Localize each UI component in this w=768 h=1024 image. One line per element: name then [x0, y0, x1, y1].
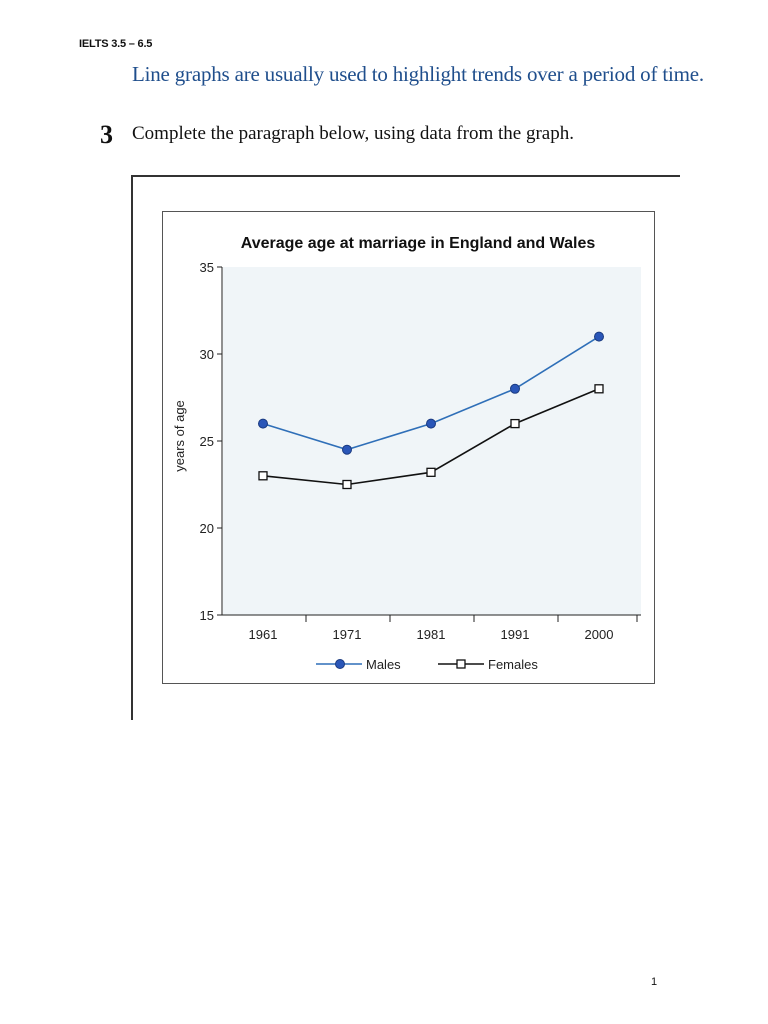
- data-point-males: [258, 418, 268, 429]
- data-point-males: [426, 418, 436, 429]
- x-tick-label: 1961: [249, 627, 278, 642]
- y-tick-label: 30: [200, 347, 214, 362]
- legend-label-females: Females: [488, 657, 538, 672]
- question-text: Complete the paragraph below, using data…: [132, 123, 574, 144]
- data-point-females: [258, 471, 268, 481]
- page-header: IELTS 3.5 – 6.5: [79, 38, 153, 50]
- y-tick-label: 20: [200, 521, 214, 536]
- plot-background: [223, 267, 641, 615]
- question-number: 3: [100, 120, 113, 149]
- y-tick-label: 25: [200, 434, 214, 449]
- data-point-females: [342, 479, 352, 490]
- data-point-females: [426, 467, 436, 477]
- data-point-males: [510, 383, 520, 394]
- data-point-males: [594, 331, 604, 342]
- frame-left-rule: [131, 175, 133, 720]
- frame-top-rule: [131, 175, 680, 177]
- x-tick-label: 1971: [333, 627, 362, 642]
- y-tick-label: 35: [200, 260, 214, 275]
- legend-marker-males: [335, 659, 345, 669]
- data-point-females: [594, 384, 604, 394]
- y-tick-label: 15: [200, 608, 214, 623]
- x-tick-label: 1981: [417, 627, 446, 642]
- intro-text: Line graphs are usually used to highligh…: [132, 62, 704, 86]
- data-point-males: [342, 444, 352, 455]
- x-tick-label: 2000: [585, 627, 614, 642]
- x-tick-label: 1991: [501, 627, 530, 642]
- page-number: 1: [651, 976, 658, 988]
- y-axis-label: years of age: [172, 400, 187, 472]
- data-point-females: [510, 418, 520, 429]
- chart-title: Average age at marriage in England and W…: [241, 235, 596, 252]
- legend-label-males: Males: [366, 657, 401, 672]
- legend-marker-females: [456, 659, 466, 669]
